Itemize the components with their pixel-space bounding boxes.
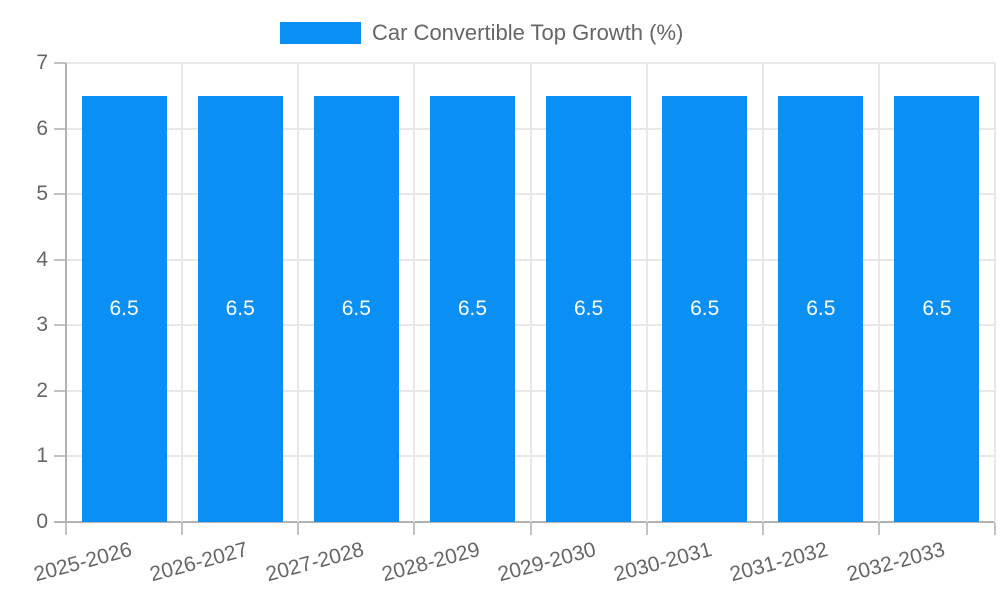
x-axis-tick-label: 2028-2029 [379,538,483,587]
y-axis-tick-label: 6 [36,116,48,140]
bar [778,95,864,522]
y-axis-tick-label: 4 [36,247,48,271]
x-tick-mark [413,523,416,535]
bar [429,95,515,522]
bar [313,95,399,522]
legend-swatch[interactable] [280,22,361,44]
bar-value-label: 6.5 [922,296,952,320]
x-axis-tick-label: 2030-2031 [611,538,715,587]
v-gridline [877,63,880,522]
v-gridline [297,63,300,522]
v-gridline [413,63,416,522]
bar-value-label: 6.5 [225,296,255,320]
v-gridline [994,63,996,522]
x-tick-mark [65,523,67,535]
x-axis-tick-label: 2027-2028 [263,538,367,587]
legend[interactable]: Car Convertible Top Growth (%) [280,20,683,46]
x-axis-tick-label: 2029-2030 [495,538,599,587]
x-axis-tick-label: 2026-2027 [147,538,251,587]
x-tick-mark [529,523,532,535]
v-gridline [645,63,648,522]
y-tick-mark [54,62,66,64]
bar-value-label: 6.5 [457,296,488,320]
x-tick-mark [181,523,184,535]
y-axis-tick-label: 7 [36,51,48,74]
v-gridline [181,63,184,522]
y-axis-tick-label: 3 [36,313,48,337]
bar-value-label: 6.5 [806,296,836,320]
bar-value-label: 6.5 [341,296,371,320]
y-tick-mark [54,193,66,196]
bar [81,95,167,522]
bar-value-label: 6.5 [109,296,139,320]
x-axis-tick-label: 2031-2032 [727,538,831,587]
bar [662,95,748,522]
legend-label: Car Convertible Top Growth (%) [372,20,684,45]
x-axis-tick-label: 2025-2026 [31,538,135,587]
y-tick-mark [54,389,66,392]
v-gridline [529,63,532,522]
bar [197,95,283,522]
y-axis-tick-label: 0 [36,510,48,533]
x-tick-mark [994,523,996,535]
y-tick-mark [54,455,66,458]
x-axis-line [54,521,995,523]
x-axis-tick-label: 2032-2033 [843,538,947,587]
y-axis-tick-label: 2 [36,378,48,402]
y-tick-mark [54,324,66,327]
x-tick-mark [645,523,648,535]
y-axis-tick-label: 1 [36,444,48,468]
bar-value-label: 6.5 [573,296,604,320]
bar-value-label: 6.5 [690,296,720,320]
v-gridline [761,63,764,522]
bar [894,95,980,522]
x-tick-mark [761,523,764,535]
y-tick-mark [54,258,66,261]
y-axis-line [65,63,67,522]
x-tick-mark [877,523,880,535]
y-tick-mark [54,127,66,130]
x-tick-mark [297,523,300,535]
y-axis-tick-label: 5 [36,182,48,206]
bar [546,95,632,522]
